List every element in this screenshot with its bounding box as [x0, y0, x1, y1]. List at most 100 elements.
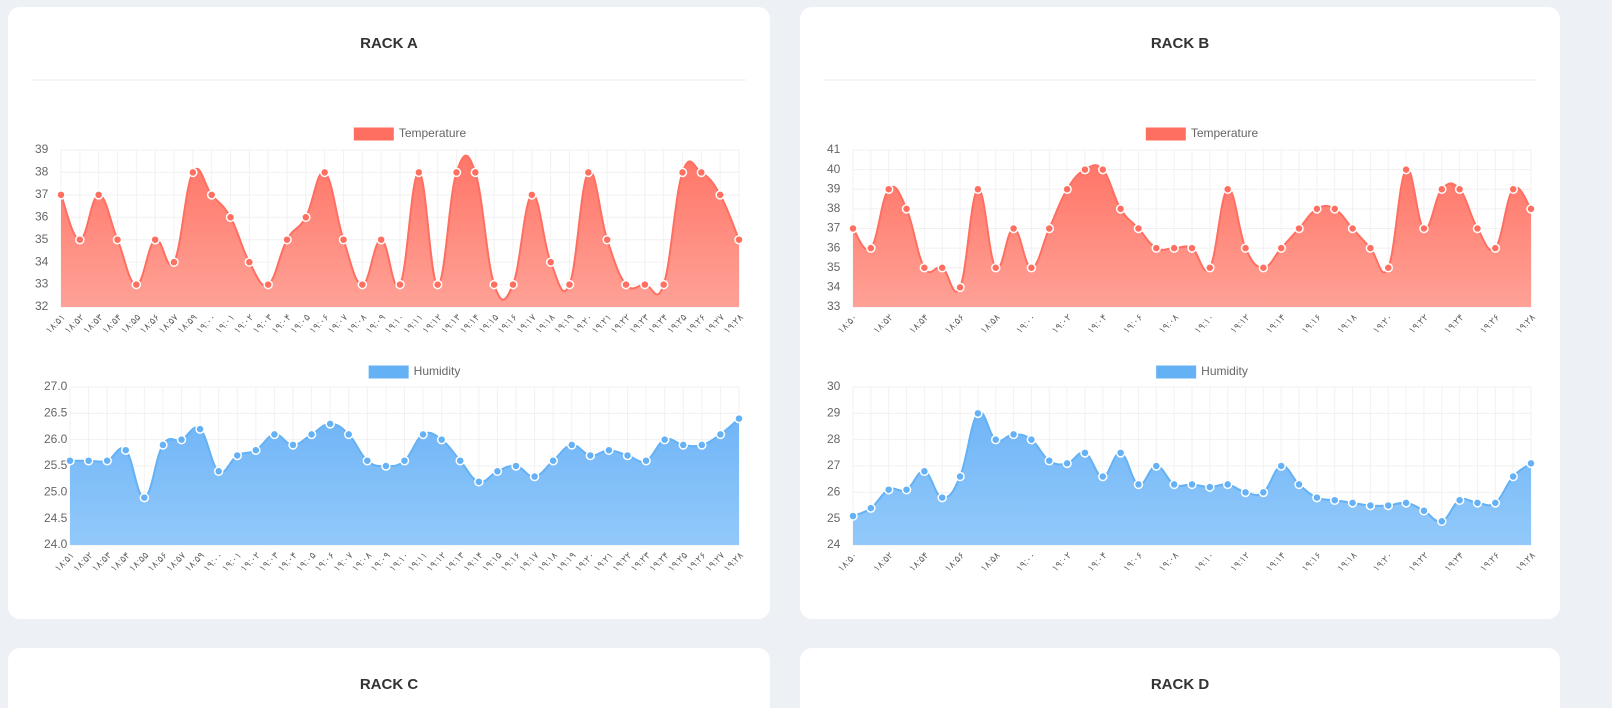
point [640, 279, 650, 290]
legend-label: Humidity [414, 364, 461, 378]
card-title: RACK B [1151, 35, 1209, 52]
area [61, 155, 739, 307]
point [451, 167, 462, 178]
y-tick-label: 27 [827, 458, 841, 472]
y-tick-label: 35 [827, 260, 841, 274]
point [604, 445, 614, 455]
point [1276, 243, 1286, 253]
point [529, 471, 540, 482]
point [1062, 184, 1072, 194]
point [158, 440, 168, 450]
point [357, 279, 368, 290]
point [131, 279, 142, 290]
legend-swatch [1156, 365, 1197, 379]
point [677, 167, 688, 178]
card-title: RACK D [1151, 676, 1209, 693]
point [1437, 516, 1447, 527]
point [715, 190, 725, 200]
y-tick-label: 33 [827, 299, 841, 313]
point [919, 263, 930, 273]
point [848, 223, 858, 234]
y-tick-label: 38 [827, 201, 841, 215]
point [955, 471, 965, 482]
point [1276, 461, 1286, 471]
point [1472, 223, 1483, 234]
point [602, 234, 612, 245]
point [1294, 223, 1304, 234]
legend-swatch [368, 365, 409, 379]
point [990, 434, 1001, 445]
point [1526, 458, 1536, 469]
point [1187, 243, 1197, 253]
point [1240, 487, 1251, 498]
point [206, 190, 217, 200]
y-tick-label: 26.5 [44, 406, 68, 420]
point [1169, 479, 1179, 490]
point [225, 212, 236, 223]
point [621, 279, 631, 290]
point [973, 408, 983, 419]
point [1205, 482, 1215, 492]
point [432, 279, 443, 290]
point [527, 190, 537, 200]
point [1419, 223, 1429, 234]
point [176, 434, 187, 445]
point [1151, 461, 1162, 471]
area [853, 412, 1531, 545]
point [734, 234, 744, 245]
point [344, 429, 354, 440]
point [1098, 471, 1108, 482]
y-tick-label: 34 [35, 254, 49, 268]
point [1115, 204, 1126, 214]
point [1329, 204, 1340, 214]
point [548, 455, 558, 466]
point [1222, 184, 1233, 194]
point [395, 279, 405, 290]
point [195, 424, 205, 434]
point [1383, 500, 1394, 511]
point [1133, 479, 1144, 490]
point [325, 419, 335, 429]
point [1098, 164, 1108, 175]
point [188, 167, 198, 178]
point [1347, 498, 1358, 508]
area [70, 418, 739, 545]
y-tick-label: 26.0 [44, 432, 68, 446]
point [883, 484, 894, 495]
point [381, 461, 391, 471]
point [1508, 184, 1518, 194]
point [1347, 223, 1358, 234]
point [56, 190, 66, 200]
y-tick-label: 33 [35, 277, 49, 291]
point [1008, 223, 1019, 234]
y-tick-label: 34 [827, 280, 841, 294]
point [102, 455, 112, 466]
point [866, 243, 876, 253]
point [65, 455, 75, 466]
y-tick-label: 32 [35, 299, 49, 313]
y-tick-label: 35 [35, 232, 49, 246]
point [1222, 479, 1233, 490]
point [1401, 164, 1411, 175]
point [338, 234, 349, 245]
point [641, 455, 651, 466]
y-tick-label: 24.0 [44, 537, 68, 551]
area [853, 165, 1531, 307]
point [1026, 434, 1037, 445]
point [1365, 243, 1376, 253]
point [1312, 492, 1322, 503]
y-tick-label: 39 [35, 142, 49, 156]
y-tick-label: 25.5 [44, 458, 68, 472]
point [1205, 263, 1215, 273]
point [263, 279, 273, 290]
point [1312, 204, 1322, 214]
point [1258, 487, 1269, 498]
point [1383, 263, 1394, 273]
point [1080, 164, 1090, 175]
point [1151, 243, 1162, 253]
y-tick-label: 25.0 [44, 485, 68, 499]
point [1133, 223, 1144, 234]
point [474, 477, 484, 487]
legend-label: Temperature [399, 126, 467, 140]
point [564, 279, 575, 290]
